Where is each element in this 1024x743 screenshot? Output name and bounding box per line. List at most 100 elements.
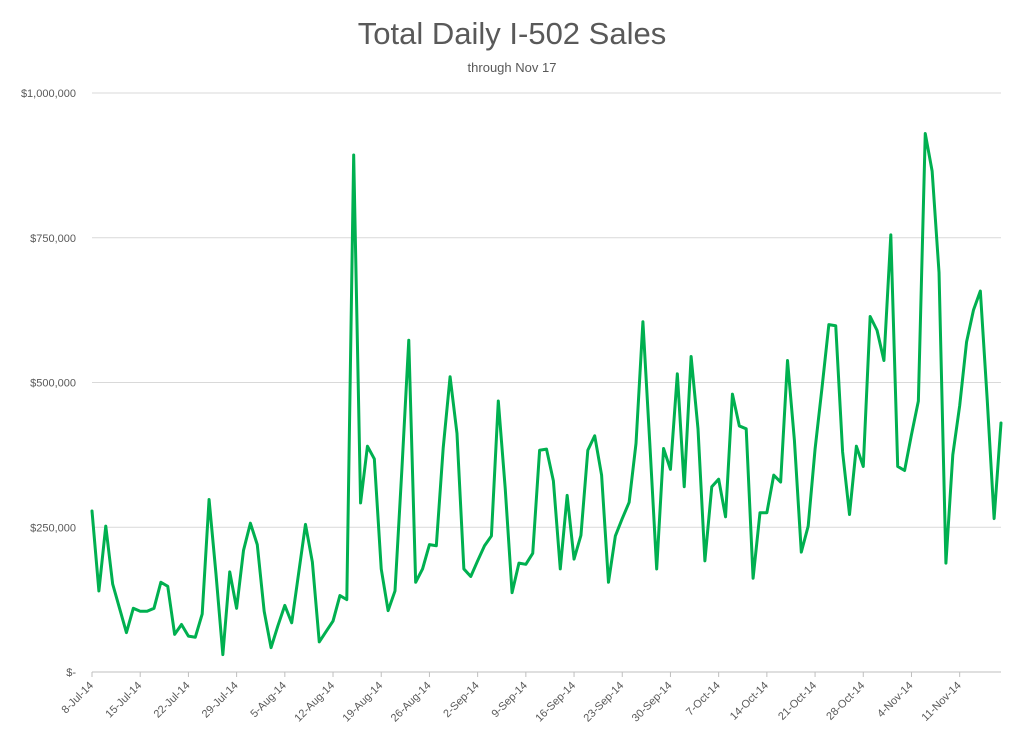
data-point [139,610,142,613]
y-tick-label: $500,000 [30,378,76,390]
x-tick-label: 7-Oct-14 [684,680,723,719]
data-point [779,481,782,484]
x-tick-label: 4-Nov-14 [875,680,915,720]
data-point [442,446,445,449]
data-point [421,567,424,570]
data-point [428,543,431,546]
data-point [793,439,796,442]
data-point [338,594,341,597]
data-point [903,469,906,472]
data-point [394,589,397,592]
data-point [931,170,934,173]
data-point [710,485,713,488]
data-point [745,427,748,430]
data-point [490,534,493,537]
data-point [683,485,686,488]
data-point [738,424,741,427]
x-tick-label: 12-Aug-14 [292,680,337,725]
data-point [504,486,507,489]
data-point [676,372,679,375]
data-point [573,558,576,561]
data-point [724,515,727,518]
data-point [469,575,472,578]
data-point [455,432,458,435]
data-point [166,585,169,588]
data-point [187,635,190,638]
data-point [579,534,582,537]
data-point [208,498,211,501]
y-tick-label: $1,000,000 [21,88,76,100]
x-tick-label: 16-Sep-14 [533,680,578,725]
x-tick-label: 26-Aug-14 [389,680,434,725]
chart-subtitle: through Nov 17 [467,60,557,75]
data-point [717,478,720,481]
data-point [593,434,596,437]
x-tick-label: 19-Aug-14 [341,680,386,725]
data-point [435,544,438,547]
data-point [635,442,638,445]
data-point [600,474,603,477]
data-point [483,544,486,547]
data-point [538,449,541,452]
data-point [111,582,114,585]
data-point [827,323,830,326]
y-tick-label: $250,000 [30,522,76,534]
data-point [497,400,500,403]
data-point [965,340,968,343]
data-point [944,562,947,565]
data-point [256,543,259,546]
data-point [641,320,644,323]
data-point [648,442,651,445]
x-tick-label: 5-Aug-14 [248,680,288,720]
data-point [97,589,100,592]
series-line-daily-sales [90,132,1003,657]
data-point [820,387,823,390]
data-point [359,501,362,504]
data-point [221,653,224,656]
data-point [325,630,328,633]
data-point [132,607,135,610]
data-point [531,552,534,555]
data-point [614,534,617,537]
data-point [462,567,465,570]
data-point [896,465,899,468]
data-point [882,359,885,362]
data-point [352,153,355,156]
y-tick-label: $750,000 [30,233,76,245]
data-point [332,620,335,623]
data-point [318,640,321,643]
data-point [159,581,162,584]
data-point [986,398,989,401]
data-point [752,577,755,580]
data-point [697,427,700,430]
data-point [662,447,665,450]
data-point [290,621,293,624]
data-point [848,513,851,516]
data-point [552,479,555,482]
x-tick-label: 8-Jul-14 [60,680,97,717]
data-point [414,581,417,584]
data-point [972,309,975,312]
data-point [173,633,176,636]
data-point [311,560,314,563]
data-point [270,646,273,649]
data-point [104,525,107,528]
data-point [841,450,844,453]
data-point [993,517,996,520]
data-point [152,607,155,610]
x-tick-label: 28-Oct-14 [824,680,867,723]
data-point [263,610,266,613]
data-point [559,567,562,570]
x-tick-label: 15-Jul-14 [103,680,144,721]
x-tick-label: 2-Sep-14 [441,680,481,720]
data-point [524,563,527,566]
data-point [628,501,631,504]
data-point [511,591,514,594]
data-point [517,562,520,565]
data-point [366,445,369,448]
data-point [917,400,920,403]
data-point [758,511,761,514]
data-point [449,375,452,378]
data-point [834,324,837,327]
x-tick-label: 30-Sep-14 [630,680,675,725]
